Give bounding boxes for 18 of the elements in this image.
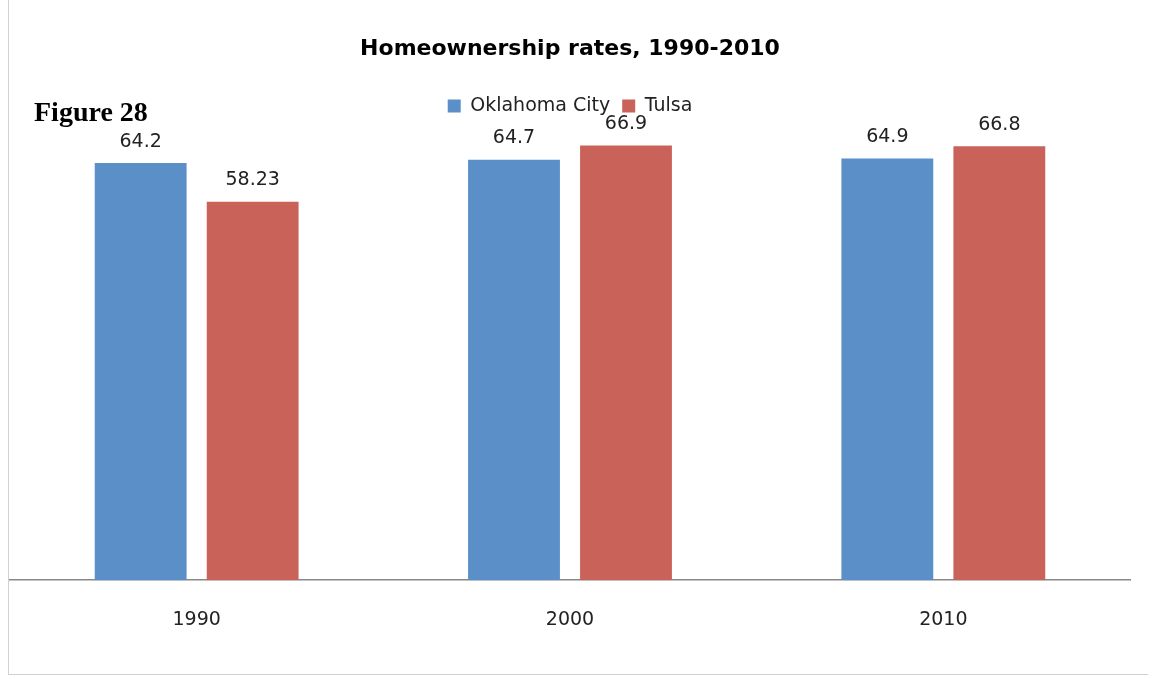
bar — [468, 159, 560, 581]
data-label: 64.2 — [119, 128, 162, 151]
legend-label: Oklahoma City — [470, 92, 611, 115]
bar — [953, 146, 1046, 581]
data-label: 58.23 — [225, 167, 280, 190]
bar — [841, 158, 934, 581]
bar — [206, 201, 299, 581]
x-tick-label: 2010 — [919, 606, 968, 629]
legend-label: Tulsa — [643, 92, 693, 115]
data-label: 66.8 — [978, 111, 1021, 134]
bar — [580, 145, 672, 581]
chart-title: Homeownership rates, 1990-2010 — [360, 34, 780, 60]
caption: Figure 28 — [34, 96, 148, 128]
data-label: 64.9 — [866, 123, 909, 146]
x-tick-label: 2000 — [545, 606, 595, 629]
x-tick-label: 1990 — [172, 606, 221, 629]
bar — [94, 163, 187, 581]
data-label: 64.7 — [492, 125, 536, 148]
